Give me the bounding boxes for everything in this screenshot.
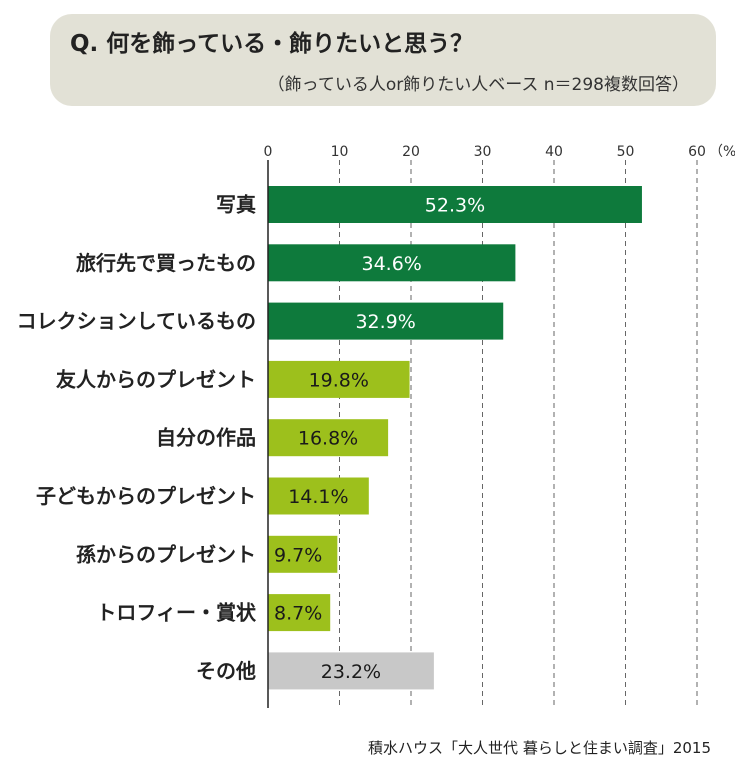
bar bbox=[268, 244, 516, 282]
category-label: 写真 bbox=[216, 193, 256, 217]
bar bbox=[268, 186, 642, 223]
question-title: Q. 何を飾っている・飾りたいと思う？ bbox=[70, 31, 474, 57]
x-tick-label: 40 bbox=[545, 144, 563, 160]
x-tick-label: 0 bbox=[264, 144, 273, 160]
x-tick-label: 60 bbox=[688, 144, 706, 160]
bar bbox=[268, 360, 410, 398]
category-label: 孫からのプレゼント bbox=[76, 542, 256, 566]
data-label: 34.6% bbox=[362, 253, 422, 275]
header-panel bbox=[50, 14, 716, 106]
category-label: コレクションしているもの bbox=[17, 309, 256, 333]
data-label: 8.7% bbox=[274, 603, 322, 625]
data-label: 19.8% bbox=[309, 369, 369, 391]
bar bbox=[268, 535, 338, 573]
bar bbox=[268, 477, 369, 515]
data-label: 23.2% bbox=[321, 661, 381, 683]
data-label: 16.8% bbox=[298, 428, 358, 450]
x-tick-label: 50 bbox=[617, 144, 635, 160]
bar bbox=[268, 594, 331, 632]
bar bbox=[268, 652, 434, 690]
category-label: その他 bbox=[196, 659, 256, 683]
x-tick-label: 30 bbox=[474, 144, 492, 160]
data-label: 9.7% bbox=[274, 544, 322, 566]
data-label: 52.3% bbox=[425, 195, 485, 217]
category-label: 自分の作品 bbox=[156, 426, 256, 450]
bar bbox=[268, 419, 389, 457]
category-label: 旅行先で買ったもの bbox=[76, 251, 256, 275]
x-tick-label: 20 bbox=[402, 144, 420, 160]
category-label: トロフィー・賞状 bbox=[96, 601, 257, 625]
bar bbox=[268, 302, 504, 340]
x-unit-label: （%） bbox=[709, 144, 735, 160]
data-label: 32.9% bbox=[355, 311, 415, 333]
source-credit: 積水ハウス「大人世代 暮らしと住まい調査」2015 bbox=[368, 739, 711, 757]
base-note: （飾っている人or飾りたい人ベース n＝298複数回答） bbox=[267, 75, 689, 95]
category-label: 子どもからのプレゼント bbox=[36, 484, 256, 508]
x-tick-label: 10 bbox=[331, 144, 349, 160]
data-label: 14.1% bbox=[288, 486, 348, 508]
category-label: 友人からのプレゼント bbox=[56, 367, 256, 391]
